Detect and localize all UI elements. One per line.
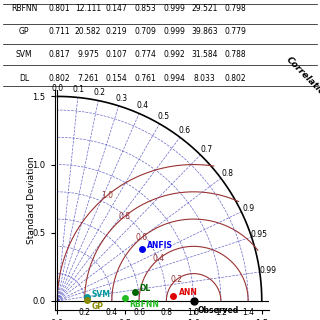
Text: 0.4: 0.4 — [106, 308, 118, 317]
Text: 0.95: 0.95 — [251, 230, 268, 239]
Text: 31.584: 31.584 — [192, 50, 218, 59]
Text: 0.994: 0.994 — [164, 74, 185, 83]
Text: Observed: Observed — [198, 306, 239, 315]
Text: Standard Deviation: Standard Deviation — [27, 156, 36, 244]
Text: 0.7: 0.7 — [200, 145, 212, 154]
Text: 0.4: 0.4 — [136, 101, 148, 110]
Text: 0.147: 0.147 — [106, 4, 128, 13]
Text: 0.802: 0.802 — [48, 74, 70, 83]
Text: 0.8: 0.8 — [160, 308, 172, 317]
Text: SVM: SVM — [91, 290, 110, 299]
Text: 0.774: 0.774 — [135, 50, 156, 59]
Text: 0.8: 0.8 — [118, 212, 130, 221]
Text: RBFNN: RBFNN — [11, 4, 37, 13]
Text: 0.0: 0.0 — [51, 84, 63, 93]
Text: 0.2: 0.2 — [170, 275, 182, 284]
Text: 12.111: 12.111 — [75, 4, 101, 13]
Text: 0.3: 0.3 — [115, 93, 127, 102]
Text: 0.802: 0.802 — [224, 74, 246, 83]
Text: 0.8: 0.8 — [221, 169, 233, 178]
Text: RBFNN: RBFNN — [129, 300, 159, 309]
Text: 0.2: 0.2 — [79, 308, 91, 317]
Text: 9.975: 9.975 — [77, 50, 99, 59]
Text: 0.6: 0.6 — [179, 126, 191, 135]
Text: 0.99: 0.99 — [259, 266, 276, 276]
Text: GP: GP — [19, 27, 29, 36]
Text: 0.219: 0.219 — [106, 27, 128, 36]
Text: 39.863: 39.863 — [191, 27, 218, 36]
Text: 0.107: 0.107 — [106, 50, 128, 59]
Text: 7.261: 7.261 — [77, 74, 99, 83]
Text: 1.2: 1.2 — [215, 308, 227, 317]
Text: 0.711: 0.711 — [48, 27, 70, 36]
Text: 0.801: 0.801 — [48, 4, 70, 13]
Text: DL: DL — [139, 284, 151, 293]
Text: 0.1: 0.1 — [73, 85, 84, 94]
Text: 0.154: 0.154 — [106, 74, 128, 83]
Text: 0.992: 0.992 — [164, 50, 185, 59]
Text: 0.5: 0.5 — [157, 112, 170, 121]
Text: 0.761: 0.761 — [135, 74, 156, 83]
Text: 0.999: 0.999 — [164, 27, 185, 36]
Text: GP: GP — [91, 302, 103, 311]
Text: 0.6: 0.6 — [135, 233, 148, 242]
Text: 1.0: 1.0 — [101, 191, 113, 200]
Text: 1.4: 1.4 — [242, 308, 254, 317]
Text: DL: DL — [19, 74, 29, 83]
Text: 0.4: 0.4 — [153, 254, 165, 263]
Text: 8.033: 8.033 — [194, 74, 216, 83]
Text: ANN: ANN — [179, 288, 198, 297]
Text: 0.999: 0.999 — [164, 4, 185, 13]
Text: 20.582: 20.582 — [75, 27, 101, 36]
Text: Correlation: Correlation — [284, 55, 320, 102]
Text: 0.788: 0.788 — [224, 50, 246, 59]
Text: 1.0: 1.0 — [188, 308, 200, 317]
Text: 0.779: 0.779 — [224, 27, 246, 36]
Text: 0.709: 0.709 — [135, 27, 156, 36]
Text: 0.853: 0.853 — [135, 4, 156, 13]
Text: 29.521: 29.521 — [192, 4, 218, 13]
Text: 0.2: 0.2 — [94, 88, 106, 97]
Text: ANFIS: ANFIS — [147, 241, 173, 250]
Text: 0.817: 0.817 — [48, 50, 70, 59]
Text: 0.6: 0.6 — [133, 308, 145, 317]
Text: SVM: SVM — [16, 50, 32, 59]
Text: 0.9: 0.9 — [243, 204, 255, 213]
Text: 0.798: 0.798 — [224, 4, 246, 13]
